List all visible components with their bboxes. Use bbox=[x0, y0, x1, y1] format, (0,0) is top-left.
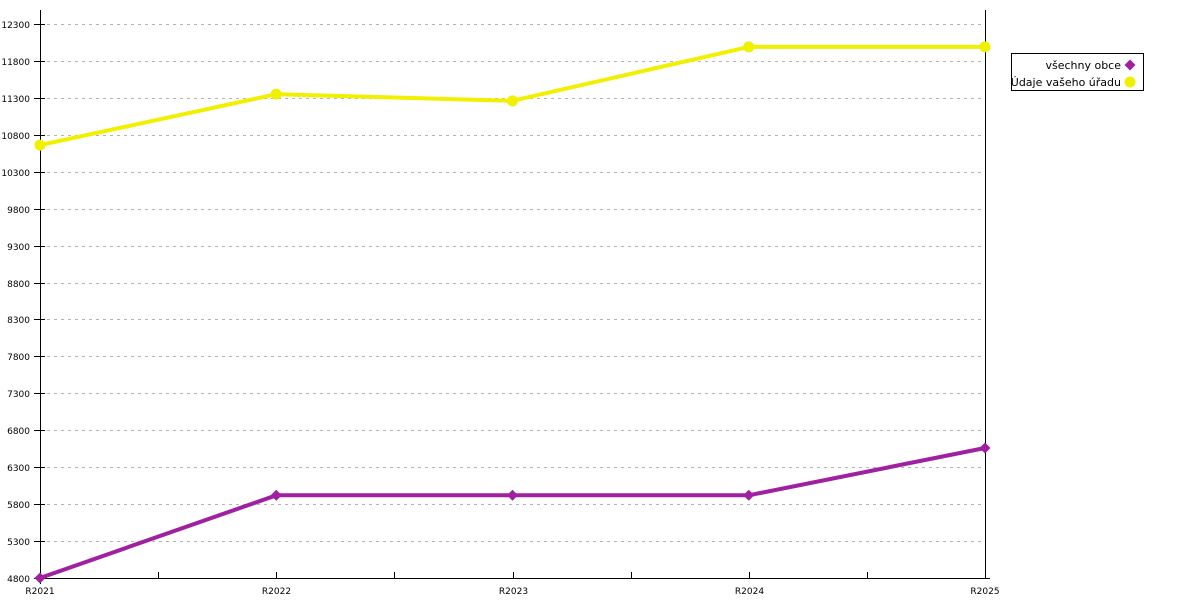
y-axis-labels-group: 4800 5300 5800 6300 6800 7300 7800 8300 8800 9300… bbox=[1, 21, 30, 585]
legend-box bbox=[1010, 52, 1145, 92]
data-point-marker bbox=[979, 442, 991, 454]
x-axis-tick-label: R2021 bbox=[25, 587, 54, 597]
y-axis-ticks-group bbox=[34, 23, 45, 580]
x-axis-tick-label: R2022 bbox=[262, 587, 291, 597]
data-point-marker bbox=[743, 41, 755, 53]
data-point-marker bbox=[270, 489, 282, 501]
legend-entry-label: všechny obce bbox=[1045, 59, 1121, 72]
legend-diamond-icon bbox=[1124, 59, 1136, 71]
y-axis-tick-label: 10300 bbox=[1, 169, 30, 179]
y-axis-tick-label: 9300 bbox=[7, 243, 30, 253]
y-axis-tick-label: 11800 bbox=[1, 58, 30, 68]
y-axis-tick-label: 7800 bbox=[7, 353, 30, 363]
y-axis-tick-label: 8800 bbox=[7, 280, 30, 290]
y-axis-tick-label: 12300 bbox=[1, 21, 30, 31]
series-udaje-vaseho-uradu bbox=[34, 41, 991, 151]
x-axis-ticks-group bbox=[157, 572, 987, 578]
x-axis-tick-label: R2023 bbox=[499, 587, 528, 597]
y-axis-tick-label: 6300 bbox=[7, 464, 30, 474]
data-point-marker bbox=[34, 139, 46, 151]
series-vsechny-obce bbox=[34, 442, 991, 584]
chart-legend: všechny obce Údaje vašeho úřadu bbox=[1010, 52, 1145, 92]
legend-circle-icon bbox=[1124, 76, 1136, 88]
x-axis-labels-group: R2021 R2022 R2023 R2024 R2025 bbox=[25, 587, 999, 597]
y-axis-tick-label: 10800 bbox=[1, 132, 30, 142]
legend-entry[interactable]: Údaje vašeho úřadu bbox=[1011, 76, 1136, 89]
data-point-marker bbox=[507, 95, 518, 107]
x-axis-tick-label: R2024 bbox=[735, 587, 764, 597]
data-point-marker bbox=[507, 489, 518, 501]
y-axis-tick-label: 5300 bbox=[7, 538, 30, 548]
y-axis-tick-label: 4800 bbox=[7, 575, 30, 585]
data-point-marker bbox=[34, 572, 46, 584]
y-axis-tick-label: 5800 bbox=[7, 501, 30, 511]
y-axis-tick-label: 11300 bbox=[1, 95, 30, 105]
legend-entry[interactable]: všechny obce bbox=[1045, 59, 1136, 72]
y-axis-tick-label: 8300 bbox=[7, 316, 30, 326]
legend-entry-label: Údaje vašeho úřadu bbox=[1011, 76, 1121, 89]
data-point-marker bbox=[743, 489, 755, 501]
y-axis-tick-label: 9800 bbox=[7, 206, 30, 216]
x-axis-tick-label: R2025 bbox=[970, 587, 999, 597]
data-series-group bbox=[34, 41, 991, 584]
y-axis-tick-label: 6800 bbox=[7, 427, 30, 437]
y-axis-tick-label: 7300 bbox=[7, 390, 30, 400]
data-point-marker bbox=[979, 41, 991, 53]
data-point-marker bbox=[270, 88, 282, 100]
